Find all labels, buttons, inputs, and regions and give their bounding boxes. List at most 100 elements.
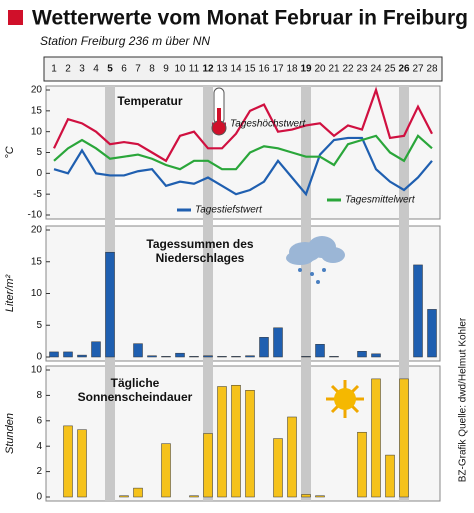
y-tick-label: 10	[31, 126, 43, 137]
day-label: 10	[174, 64, 186, 75]
bar	[301, 494, 311, 498]
bar	[77, 429, 87, 498]
rain	[298, 268, 326, 284]
day-label: 9	[163, 64, 169, 75]
panel-title: Niederschlages	[156, 251, 245, 265]
day-label: 3	[79, 64, 85, 75]
bar	[329, 356, 339, 358]
bar	[91, 341, 101, 358]
legend-label: Tagestiefstwert	[195, 205, 263, 216]
day-label: 12	[202, 64, 214, 75]
title-square	[8, 10, 23, 25]
bar	[49, 351, 59, 358]
bar	[273, 438, 283, 498]
y-tick-label: 0	[36, 352, 42, 363]
day-label: 14	[230, 64, 242, 75]
y-tick-label: 20	[31, 85, 43, 96]
bar	[63, 351, 73, 358]
sunday-band	[203, 86, 213, 501]
bar	[133, 487, 143, 498]
day-box	[43, 56, 443, 82]
y-tick-label: -5	[33, 189, 42, 200]
bar	[189, 356, 199, 358]
line	[53, 134, 433, 171]
bar	[161, 443, 171, 498]
bar	[203, 355, 213, 358]
y-tick-label: 0	[36, 168, 42, 179]
y-axis-label: °C	[4, 146, 16, 158]
legend-label: Tageshöchstwert	[230, 119, 306, 130]
bar	[245, 355, 255, 358]
bar	[161, 356, 171, 358]
day-label: 6	[121, 64, 127, 75]
day-label: 8	[149, 64, 155, 75]
panel-title: Tagessummen des	[146, 237, 253, 251]
day-label: 5	[107, 64, 113, 75]
bar	[399, 378, 409, 498]
bar	[63, 425, 73, 498]
day-label: 21	[328, 64, 340, 75]
day-label: 19	[300, 64, 312, 75]
day-label: 7	[135, 64, 141, 75]
y-axis-label: Stunden	[4, 413, 16, 454]
day-label: 16	[258, 64, 270, 75]
bar	[371, 378, 381, 498]
day-label: 15	[244, 64, 256, 75]
bar	[413, 264, 423, 358]
cloud	[286, 236, 345, 265]
bar	[133, 343, 143, 358]
day-label: 1	[51, 64, 57, 75]
icons	[211, 87, 364, 418]
y-tick-label: 5	[36, 147, 42, 158]
y-tick-label: 6	[36, 415, 42, 426]
source: BZ-Grafik Quelle: dwd/Helmut Kohler	[458, 317, 469, 482]
day-label: 22	[342, 64, 354, 75]
day-label: 18	[286, 64, 298, 75]
panel-title: Temperatur	[117, 94, 182, 108]
bar	[273, 327, 283, 358]
bar	[231, 356, 241, 358]
bar	[385, 454, 395, 498]
bar	[231, 384, 241, 498]
day-label: 23	[356, 64, 368, 75]
day-label: 27	[412, 64, 424, 75]
y-tick-label: 15	[31, 256, 43, 267]
sun	[326, 380, 364, 418]
panel-title: Tägliche	[111, 376, 160, 390]
bar	[427, 309, 437, 358]
y-tick-label: 8	[36, 390, 42, 401]
y-tick-label: 10	[31, 288, 43, 299]
bar	[259, 337, 269, 358]
day-label: 4	[93, 64, 99, 75]
line	[53, 86, 433, 163]
y-tick-label: 20	[31, 225, 43, 236]
bar	[315, 344, 325, 358]
y-tick-label: 5	[36, 320, 42, 331]
day-label: 2	[65, 64, 71, 75]
day-label: 20	[314, 64, 326, 75]
bar	[147, 355, 157, 358]
day-label: 11	[189, 64, 200, 75]
bar	[357, 431, 367, 498]
legend-label: Tagesmittelwert	[345, 195, 416, 206]
bar	[189, 495, 199, 498]
thermometer-fluid	[217, 108, 221, 124]
y-tick-label: 2	[36, 466, 42, 477]
bar	[315, 495, 325, 498]
bar	[287, 416, 297, 498]
line	[53, 136, 433, 197]
y-axis-label: Liter/m²	[4, 275, 16, 313]
bar	[301, 356, 311, 358]
bar	[77, 354, 87, 358]
subtitle: Station Freiburg 236 m über NN	[40, 34, 210, 48]
bar	[175, 352, 185, 358]
bar	[371, 353, 381, 358]
y-tick-label: -10	[28, 210, 43, 221]
bar	[105, 251, 115, 358]
bar	[357, 351, 367, 358]
y-tick-label: 10	[31, 365, 43, 376]
day-label: 25	[384, 64, 396, 75]
day-label: 24	[370, 64, 382, 75]
bar	[217, 356, 227, 358]
